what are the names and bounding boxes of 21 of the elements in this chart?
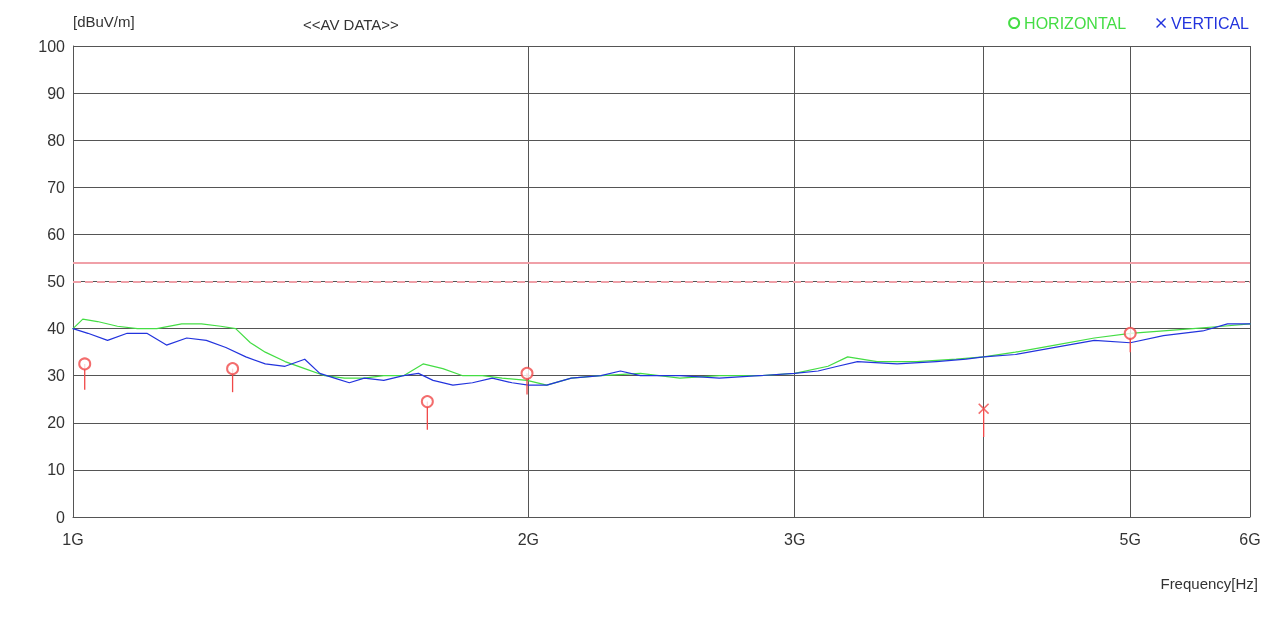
- legend-label: HORIZONTAL: [1024, 14, 1127, 32]
- x-axis-title: Frequency[Hz]: [1160, 575, 1259, 592]
- y-tick-label: 40: [47, 320, 66, 338]
- chart-title: <<AV DATA>>: [303, 16, 400, 33]
- y-tick-label: 100: [38, 37, 66, 55]
- x-tick-label: 1G: [62, 530, 84, 548]
- y-tick-label: 90: [47, 84, 66, 102]
- legend-label: VERTICAL: [1171, 14, 1250, 32]
- y-tick-label: 0: [56, 508, 66, 526]
- y-tick-label: 80: [47, 131, 66, 149]
- y-tick-label: 10: [47, 461, 66, 479]
- y-axis-title: [dBuV/m]: [73, 13, 135, 30]
- x-tick-label: 6G: [1239, 530, 1261, 548]
- y-tick-label: 60: [47, 225, 66, 243]
- x-tick-label: 5G: [1119, 530, 1141, 548]
- y-tick-label: 70: [47, 178, 66, 196]
- y-tick-label: 30: [47, 367, 66, 385]
- y-tick-label: 50: [47, 273, 66, 290]
- x-tick-label: 3G: [784, 530, 806, 548]
- x-tick-label: 2G: [517, 530, 539, 548]
- y-tick-label: 20: [47, 414, 66, 432]
